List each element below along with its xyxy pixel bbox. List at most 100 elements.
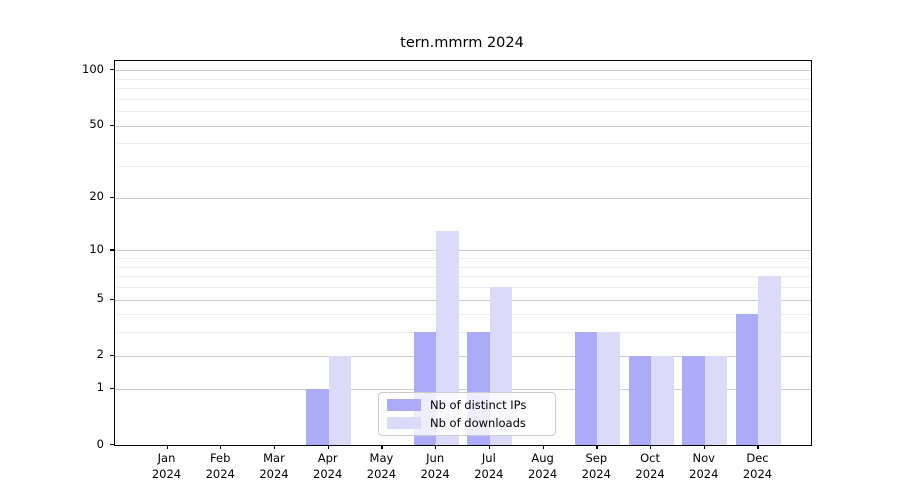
y-axis-tick-label: 2 xyxy=(96,347,104,362)
minor-gridline xyxy=(115,332,811,334)
legend-row: Nb of distinct IPs xyxy=(387,398,547,412)
x-axis-tick-label: Mar 2024 xyxy=(244,450,304,482)
year-label: 2024 xyxy=(151,467,182,481)
major-gridline xyxy=(115,355,811,357)
x-axis-tick-label: Jun 2024 xyxy=(405,450,465,482)
month-label: Dec xyxy=(746,451,769,465)
bar-downloads xyxy=(704,355,728,445)
legend: Nb of distinct IPs Nb of downloads xyxy=(378,392,556,436)
minor-gridline xyxy=(115,143,811,145)
major-gridline xyxy=(115,197,811,199)
major-gridline xyxy=(115,250,811,252)
major-gridline xyxy=(115,388,811,390)
year-label: 2024 xyxy=(313,467,343,481)
month-label: Jan xyxy=(157,451,176,465)
y-axis-tick-mark xyxy=(110,124,114,126)
y-axis-tick-label: 20 xyxy=(89,189,104,204)
minor-gridline xyxy=(115,111,811,113)
x-axis-tick-label: Jan 2024 xyxy=(137,450,197,482)
x-axis-tick-label: Aug 2024 xyxy=(513,450,573,482)
month-label: May xyxy=(369,451,394,465)
year-label: 2024 xyxy=(635,467,665,481)
x-axis-tick-label: Dec 2024 xyxy=(727,450,787,482)
x-axis-tick-mark xyxy=(596,445,598,449)
x-axis-tick-label: Apr 2024 xyxy=(298,450,358,482)
bar-distinct-ips xyxy=(628,355,652,445)
plot-area: Nb of distinct IPs Nb of downloads xyxy=(114,60,812,446)
minor-gridline xyxy=(115,98,811,100)
year-label: 2024 xyxy=(366,467,397,481)
month-label: Nov xyxy=(692,451,715,465)
minor-gridline xyxy=(115,166,811,168)
minor-gridline xyxy=(115,88,811,90)
bar-distinct-ips xyxy=(574,332,598,445)
year-label: 2024 xyxy=(259,467,289,481)
month-label: Feb xyxy=(210,451,231,465)
year-label: 2024 xyxy=(689,467,719,481)
bar-distinct-ips xyxy=(735,314,759,445)
legend-swatch xyxy=(387,417,421,429)
x-axis-tick-mark xyxy=(220,445,222,449)
x-axis-tick-label: Jul 2024 xyxy=(459,450,519,482)
legend-label: Nb of distinct IPs xyxy=(430,398,527,412)
x-axis-tick-mark xyxy=(542,445,544,449)
major-gridline xyxy=(115,125,811,127)
y-axis-tick-label: 1 xyxy=(96,380,104,395)
month-label: Jun xyxy=(426,451,445,465)
legend-swatch xyxy=(387,399,421,411)
y-axis-tick-mark xyxy=(110,298,114,300)
month-label: Mar xyxy=(263,451,285,465)
y-axis-tick-mark xyxy=(110,444,114,446)
bar-downloads xyxy=(597,332,620,445)
y-axis-tick-mark xyxy=(110,387,114,389)
x-axis-tick-label: Feb 2024 xyxy=(190,450,250,482)
year-label: 2024 xyxy=(205,467,235,481)
minor-gridline xyxy=(115,78,811,80)
x-axis-tick-label: Oct 2024 xyxy=(620,450,680,482)
legend-label: Nb of downloads xyxy=(430,416,526,430)
major-gridline xyxy=(115,299,811,301)
month-label: Apr xyxy=(317,451,338,465)
x-axis-tick-mark xyxy=(166,445,168,449)
bar-downloads xyxy=(651,355,674,445)
y-axis-tick-mark xyxy=(110,69,114,71)
x-axis-tick-mark xyxy=(273,445,276,449)
y-axis-tick-label: 50 xyxy=(89,117,104,132)
x-axis-tick-mark xyxy=(703,445,705,449)
bar-distinct-ips xyxy=(682,355,705,445)
month-label: Oct xyxy=(640,451,660,465)
y-axis-tick-label: 0 xyxy=(96,436,104,451)
x-axis-tick-mark xyxy=(381,445,383,449)
year-label: 2024 xyxy=(527,467,558,481)
month-label: Aug xyxy=(531,451,554,465)
bar-downloads xyxy=(328,355,352,445)
month-label: Jul xyxy=(481,451,496,465)
minor-gridline xyxy=(115,258,811,260)
bar-distinct-ips xyxy=(306,388,329,445)
minor-gridline xyxy=(115,266,811,268)
minor-gridline xyxy=(115,287,811,288)
year-label: 2024 xyxy=(420,467,450,481)
x-axis-tick-mark xyxy=(757,445,759,449)
y-axis-tick-label: 5 xyxy=(96,291,104,306)
x-axis-tick-mark xyxy=(488,445,491,449)
year-label: 2024 xyxy=(581,467,611,481)
x-axis-tick-label: Nov 2024 xyxy=(674,450,734,482)
minor-gridline xyxy=(115,314,811,316)
major-gridline xyxy=(115,70,811,72)
y-axis-tick-mark xyxy=(110,354,114,356)
x-axis-tick-mark xyxy=(327,445,329,449)
bar-downloads xyxy=(436,230,459,445)
year-label: 2024 xyxy=(742,467,773,481)
month-label: Sep xyxy=(585,451,608,465)
y-axis-tick-mark xyxy=(110,196,114,198)
legend-row: Nb of downloads xyxy=(387,416,547,430)
chart-title: tern.mmrm 2024 xyxy=(400,35,524,51)
minor-gridline xyxy=(115,276,811,278)
bar-downloads xyxy=(758,276,781,445)
y-axis-tick-label: 100 xyxy=(82,61,104,76)
x-axis-tick-mark xyxy=(435,445,437,449)
x-axis-tick-mark xyxy=(650,445,652,449)
x-axis-tick-label: May 2024 xyxy=(351,450,411,482)
x-axis-tick-label: Sep 2024 xyxy=(566,450,626,482)
